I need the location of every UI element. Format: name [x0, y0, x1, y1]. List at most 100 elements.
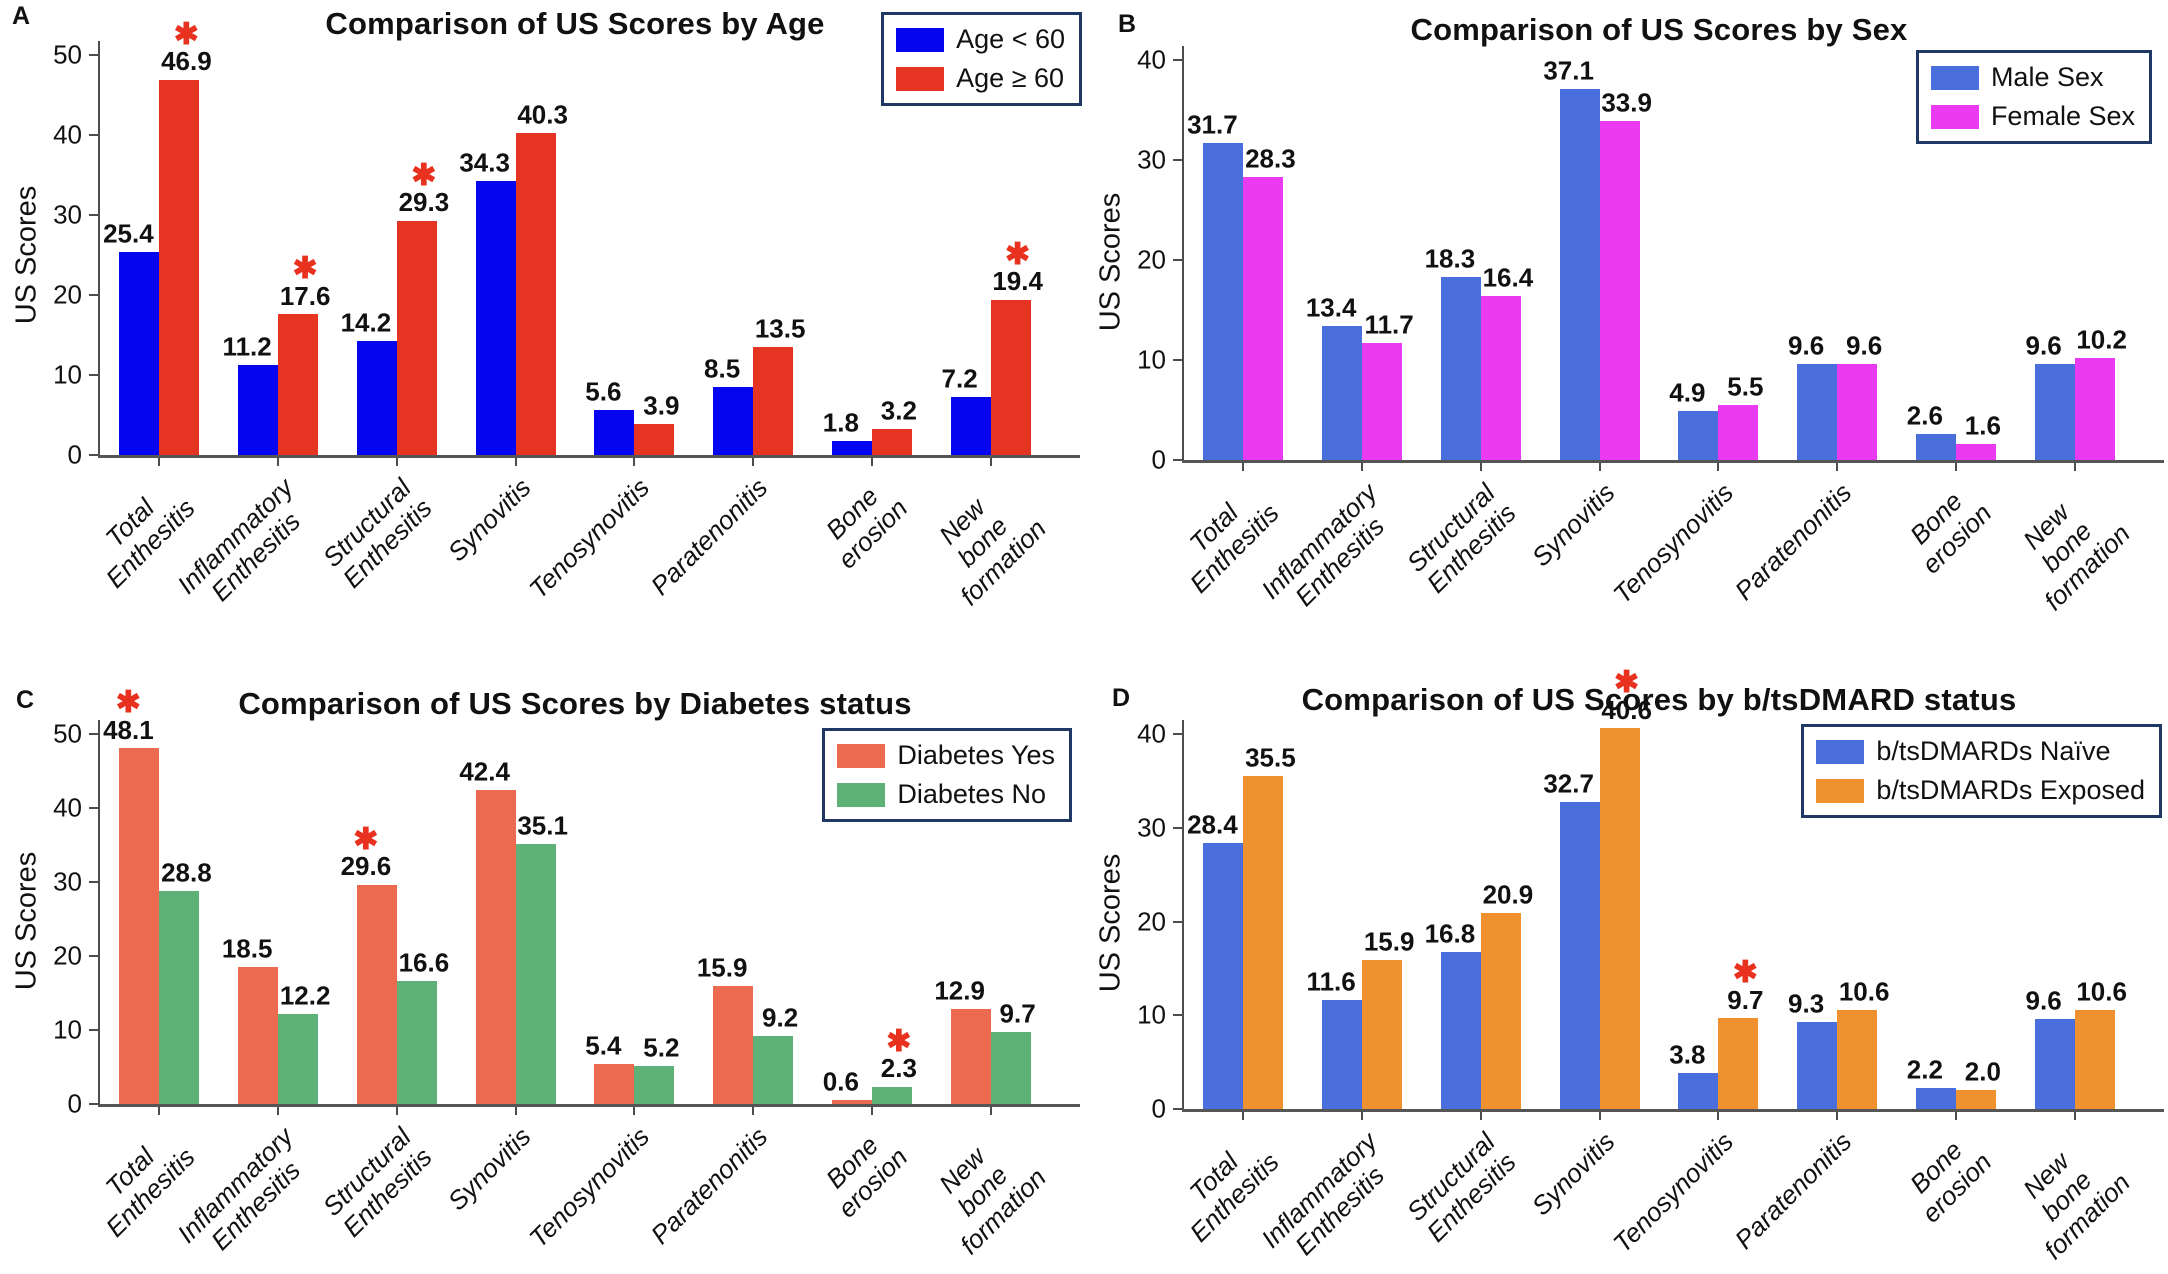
bar-value-label-group: 14.2 [340, 308, 392, 339]
bar [871, 429, 912, 455]
bar-value-label-group: 9.6 [2026, 332, 2062, 360]
x-tick-label: Tenosynovitis [1606, 477, 1739, 610]
bar-value-label: 15.9 [696, 953, 748, 984]
bar-value-label: 0.6 [822, 1066, 859, 1097]
bar-value-label-group: 16.4 [1483, 264, 1534, 292]
bar-value-label-group: 28.3 [1245, 143, 1296, 174]
bar-value-label-group: 15.9 [1364, 928, 1415, 956]
bar-value-label: 9.7 [999, 998, 1036, 1029]
x-tick [752, 1107, 755, 1115]
bar [396, 981, 437, 1104]
x-tick-label: Inflammatory Enthesitis [1255, 1126, 1390, 1262]
chart-title: Comparison of US Scores by Age [325, 6, 825, 41]
asterisk-icon: ✱ [411, 158, 437, 192]
legend-swatch-icon [896, 66, 945, 91]
bar-value-label-group: 34.3 [459, 148, 510, 176]
y-tick-label: 20 [1137, 244, 1166, 275]
x-tick [1598, 463, 1601, 471]
bar-value-label-group: 40.3 [517, 100, 568, 128]
bar-value-label: 8.5 [704, 353, 741, 384]
bar-value-label: 10.2 [2076, 324, 2127, 355]
bar [515, 844, 556, 1104]
bar-value-label: 11.6 [1306, 966, 1356, 997]
bar-value-label: 2.2 [1906, 1055, 1943, 1086]
bar-value-label-group: 5.4 [585, 1032, 621, 1060]
bar-value-label: 9.6 [2025, 985, 2062, 1016]
y-tick [1173, 733, 1182, 735]
x-tick [514, 1107, 517, 1115]
bar-value-label-group: 37.1 [1543, 57, 1594, 85]
y-axis-line [1182, 46, 1184, 460]
bar-value-label: 42.4 [459, 756, 510, 787]
bar [634, 1065, 675, 1104]
bar [1559, 89, 1600, 460]
bar-value-label-group: 32.7 [1543, 770, 1594, 798]
bar [1322, 326, 1363, 460]
bar-value-label: 28.3 [1245, 143, 1296, 174]
bar-value-label: 3.8 [1669, 1040, 1706, 1071]
bar-value-label: 18.3 [1424, 243, 1476, 274]
bar-value-label-group: 3.9 [643, 392, 679, 420]
legend-swatch-icon [1930, 65, 1979, 90]
bar [1955, 1090, 1996, 1109]
bar-value-label: 29.6 [340, 851, 392, 882]
y-tick [1173, 459, 1182, 461]
x-tick [277, 458, 280, 466]
x-tick [1717, 1112, 1720, 1120]
x-tick-label: Inflammatory Enthesitis [171, 472, 306, 608]
bar [1718, 1018, 1759, 1109]
bar-value-label: 16.6 [398, 947, 450, 978]
asterisk-icon: ✱ [173, 18, 199, 51]
bar [1203, 842, 1244, 1109]
legend-item: Male Sex [1930, 62, 2135, 93]
legend-label: b/tsDMARDs Naïve [1876, 736, 2111, 766]
x-tick-label: Paratenonitis [1729, 477, 1858, 606]
bar [2074, 358, 2115, 460]
y-tick [1173, 159, 1182, 161]
bar-value-label: 14.2 [340, 308, 392, 339]
bar-value-label: 3.2 [880, 396, 917, 427]
x-tick-label: Paratenonitis [1729, 1126, 1858, 1255]
bar-value-label-group: 35.5 [1245, 742, 1296, 773]
y-tick-label: 20 [53, 279, 82, 310]
bar-value-label-group: 9.2 [762, 1004, 798, 1032]
bar [159, 79, 200, 455]
bar-value-label: 28.4 [1187, 809, 1238, 840]
bar-value-label: 11.2 [222, 332, 272, 363]
asterisk-icon: ✱ [353, 823, 379, 857]
x-tick [870, 1107, 873, 1115]
panel-us-scores-by-diabetes: C Comparison of US Scores by Diabetes st… [0, 634, 1084, 1268]
bar-value-label-group: 12.2 [280, 982, 331, 1010]
x-tick [870, 458, 873, 466]
y-tick [1173, 59, 1182, 61]
y-tick [89, 54, 98, 56]
x-tick [1717, 463, 1720, 471]
bar-value-label: 35.5 [1245, 742, 1296, 773]
x-tick [633, 1107, 636, 1115]
bar-value-label-group: 11.7 [1365, 311, 1414, 339]
bar-value-label: 7.2 [941, 364, 978, 395]
legend-swatch-icon [837, 782, 886, 807]
y-tick-label: 30 [53, 866, 82, 897]
bar-value-label-group: 10.2 [2076, 324, 2127, 355]
bar [475, 790, 516, 1104]
bar-value-label-group: 42.4 [459, 756, 510, 787]
bar [713, 387, 754, 455]
bar-value-label: 19.4 [992, 266, 1043, 297]
y-tick-label: 40 [1137, 718, 1166, 749]
legend-item: b/tsDMARDs Naïve [1816, 736, 2145, 767]
x-tick [989, 1107, 992, 1115]
bar [713, 986, 754, 1104]
bar-value-label-group: 11.2 [222, 332, 272, 363]
bar [396, 220, 437, 455]
y-tick [89, 733, 98, 735]
bar-value-label-group: 13.4 [1306, 294, 1357, 322]
x-tick-label: Structural Enthesitis [316, 472, 438, 594]
plot-area: 0 10 20 30 40 50 Total Enthesitis ✱ 48.1 28.8 Infl… [0, 634, 1084, 1268]
y-tick-label: 40 [53, 119, 82, 150]
bar [1480, 296, 1521, 460]
y-axis-line [98, 720, 100, 1104]
chart-title: Comparison of US Scores by b/tsDMARD sta… [1301, 682, 2017, 717]
y-tick-label: 40 [53, 792, 82, 823]
bar-value-label-group: 11.6 [1306, 966, 1356, 997]
